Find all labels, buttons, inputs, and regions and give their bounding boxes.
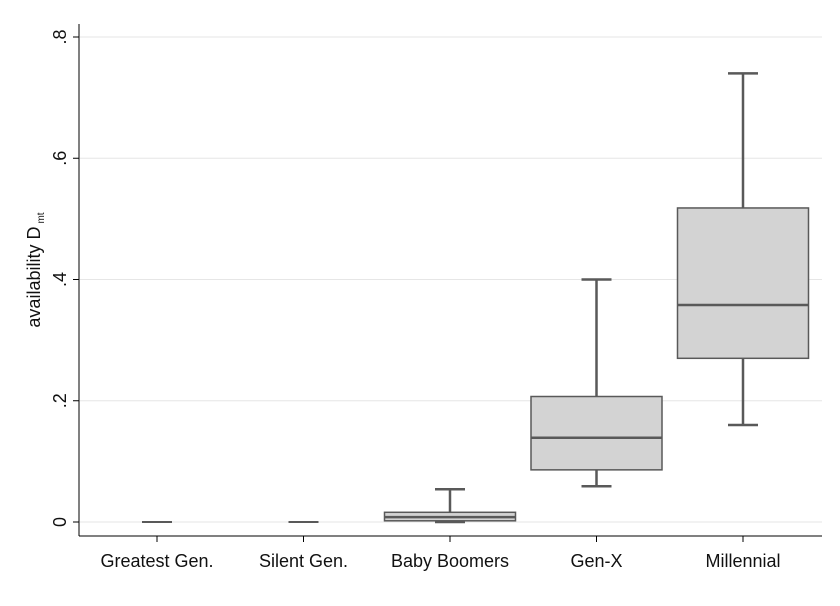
y-tick-label-2: .4 [50,272,70,287]
y-tick-label-4: .8 [50,29,70,44]
iqr-box-3 [530,395,663,471]
y-axis-title: availability D mt [24,212,47,327]
y-axis-title-main: availability D [24,227,44,328]
y-axis-title-subscript: mt [36,212,47,223]
box-3 [530,278,663,488]
y-tick-label-3: .6 [50,151,70,166]
iqr-box-4 [676,207,810,360]
gridlines [80,36,822,523]
x-tick-label-1: Silent Gen. [259,551,348,571]
x-tick-label-3: Gen-X [570,551,622,571]
x-ticks: Greatest Gen. Silent Gen. Baby Boomers Gen-… [100,536,781,571]
y-ticks: 0 .2 .4 .6 .8 [50,29,79,527]
y-tick-label-0: 0 [50,517,70,527]
boxes [142,72,810,524]
x-tick-label-0: Greatest Gen. [100,551,213,571]
box-4 [676,72,810,427]
box-2 [383,488,517,524]
x-tick-label-2: Baby Boomers [391,551,509,571]
x-tick-label-4: Millennial [705,551,780,571]
y-tick-label-1: .2 [50,393,70,408]
